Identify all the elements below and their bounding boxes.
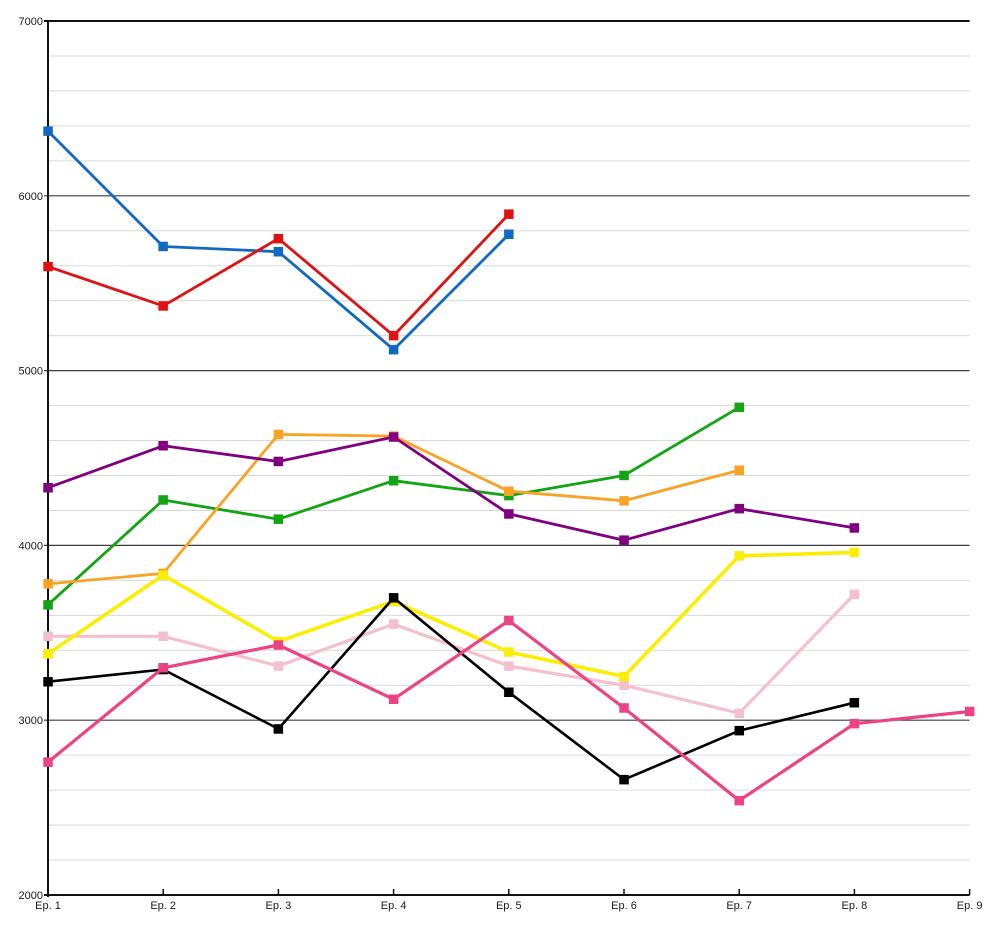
series-blue-marker xyxy=(388,344,399,355)
series-black-line xyxy=(46,596,856,781)
y-tick-label: 5000 xyxy=(19,366,43,378)
series-blue xyxy=(43,126,514,355)
series-magenta-marker xyxy=(619,703,629,713)
series-magenta-marker xyxy=(964,706,975,717)
series-pink-marker xyxy=(43,631,53,641)
series-purple xyxy=(43,432,860,545)
series-purple-marker xyxy=(734,503,744,514)
y-tick-label: 6000 xyxy=(19,191,43,203)
series-magenta-marker xyxy=(388,694,399,704)
series-pink-line xyxy=(46,592,857,715)
series-blue-marker xyxy=(273,247,284,257)
x-tick-label: Ep. 6 xyxy=(611,900,637,912)
series-pink-marker xyxy=(388,619,399,629)
minor-gridlines xyxy=(48,55,970,861)
series-green-marker xyxy=(734,402,744,413)
series-black xyxy=(43,593,860,785)
series-black-marker xyxy=(619,774,629,785)
x-tick-label: Ep. 1 xyxy=(35,900,61,912)
x-tick-labels: Ep. 1 Ep. 2 Ep. 3 Ep. 4 Ep. 5 Ep. 6 Ep. 7 Ep. 8… xyxy=(35,900,982,912)
series-pink-marker xyxy=(849,589,860,600)
x-tick-label: Ep. 4 xyxy=(381,900,407,912)
series-red-marker xyxy=(43,261,53,272)
x-tick-label: Ep. 3 xyxy=(266,900,292,912)
series-purple-marker xyxy=(388,432,399,442)
series-yellow-marker xyxy=(619,671,629,682)
series-magenta-marker xyxy=(273,640,284,650)
series-purple-marker xyxy=(158,441,168,451)
series-magenta-marker xyxy=(849,718,860,729)
series-orange-marker xyxy=(734,465,744,475)
series-magenta xyxy=(43,615,975,806)
series-orange-marker xyxy=(43,579,53,589)
series-red xyxy=(43,209,514,341)
series-yellow-line xyxy=(46,550,857,679)
series-pink-marker xyxy=(504,661,514,671)
series-red-line xyxy=(46,212,511,338)
series-magenta-marker xyxy=(734,795,744,806)
series-green xyxy=(43,402,744,610)
series-purple-line xyxy=(46,435,856,542)
series-yellow-marker xyxy=(158,570,168,580)
y-tick-labels: 7000 6000 5000 4000 3000 2000 xyxy=(19,16,43,902)
series-pink-marker xyxy=(273,661,284,671)
axes xyxy=(47,20,971,897)
series-red-marker xyxy=(504,209,514,219)
x-tick-label: Ep. 2 xyxy=(150,900,176,912)
y-tick-label: 2000 xyxy=(19,890,43,902)
series-green-marker xyxy=(43,600,53,610)
series-purple-marker xyxy=(619,535,629,545)
x-tick-label: Ep. 5 xyxy=(496,900,522,912)
series-yellow-marker xyxy=(734,551,744,561)
series-blue-marker xyxy=(43,126,53,136)
series-purple-marker xyxy=(43,483,53,493)
series-black-marker xyxy=(504,687,514,697)
series-pink xyxy=(43,589,860,718)
series-orange-marker xyxy=(619,496,629,506)
series-blue-marker xyxy=(504,229,514,239)
series-purple-marker xyxy=(273,456,284,467)
series-red-marker xyxy=(158,301,168,311)
y-tick-label: 3000 xyxy=(19,715,43,727)
x-tick-label: Ep. 8 xyxy=(842,900,868,912)
series-purple-marker xyxy=(849,523,860,533)
series-green-marker xyxy=(619,470,629,481)
series-pink-marker xyxy=(734,708,744,718)
series-yellow-marker xyxy=(849,547,860,558)
series-orange xyxy=(43,429,744,589)
y-tick-label: 4000 xyxy=(19,540,43,552)
series-green-marker xyxy=(273,514,284,524)
series-black-marker xyxy=(273,724,284,734)
y-tick-label: 7000 xyxy=(19,16,43,28)
series-pink-marker xyxy=(619,680,629,690)
series-black-marker xyxy=(734,725,744,736)
series-orange-marker xyxy=(273,429,284,440)
major-gridlines xyxy=(44,20,970,896)
series-yellow-marker xyxy=(43,649,53,659)
series-green-marker xyxy=(388,476,399,486)
series-black-marker xyxy=(388,593,399,603)
series-green-marker xyxy=(158,495,168,505)
series-pink-marker xyxy=(158,631,168,641)
series-magenta-marker xyxy=(158,663,168,673)
series-purple-marker xyxy=(504,509,514,519)
x-tick-label: Ep. 9 xyxy=(957,900,983,912)
series-red-marker xyxy=(388,330,399,341)
series-red-marker xyxy=(273,233,284,244)
series-blue-marker xyxy=(158,241,168,252)
series-yellow-marker xyxy=(504,647,514,657)
series-black-marker xyxy=(849,698,860,708)
series-orange-marker xyxy=(504,486,514,496)
series-black-marker xyxy=(43,677,53,687)
series-magenta-marker xyxy=(43,757,53,767)
x-tick-label: Ep. 7 xyxy=(726,900,752,912)
series-magenta-marker xyxy=(504,615,514,626)
